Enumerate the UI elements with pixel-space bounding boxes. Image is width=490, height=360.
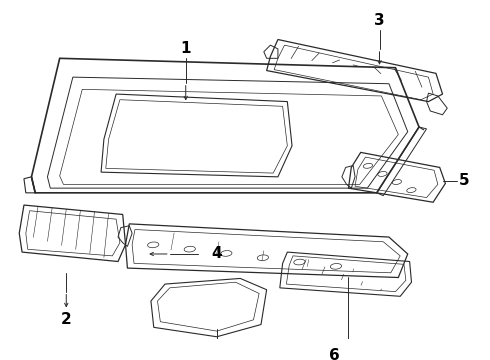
Text: 6: 6	[329, 348, 340, 360]
Text: 1: 1	[180, 41, 191, 57]
Text: 5: 5	[459, 173, 469, 188]
Text: 3: 3	[374, 13, 385, 28]
Text: 2: 2	[61, 312, 72, 327]
Text: 4: 4	[212, 247, 222, 261]
